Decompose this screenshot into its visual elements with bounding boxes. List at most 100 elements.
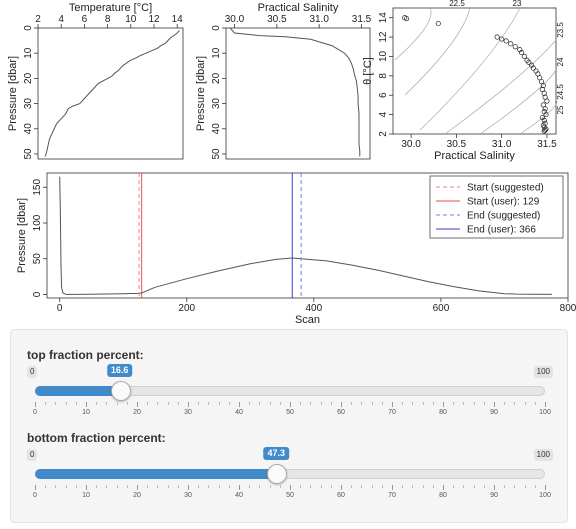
y-axis-label: Pressure [dbar] [16, 198, 28, 273]
slider-tick [463, 485, 465, 488]
scatter-point [541, 128, 547, 134]
slider-tick-label: 10 [82, 492, 90, 499]
y-tick-label: 50 [32, 253, 43, 265]
slider-tick [55, 402, 57, 405]
slider-tick [351, 402, 353, 405]
legend-box [429, 175, 564, 239]
slider-tick [473, 485, 475, 488]
y-axis-label: Pressure [dbar] [7, 56, 19, 131]
slider-tick [249, 485, 251, 488]
scatter-point [530, 65, 536, 71]
slider-tick [167, 402, 169, 405]
top-fraction-slider[interactable]: 0 100 16.6 0 10 20 30 40 50 60 70 80 90 100 [27, 364, 553, 426]
slider-tick [545, 485, 546, 490]
slider-tick [473, 402, 475, 405]
slider-handle[interactable] [267, 464, 288, 484]
slider-tick-label: 50 [286, 409, 294, 416]
chart-1: 30.0 30.5 31.0 31.5 0 10 20 30 40 50 Practical Sal… [195, 2, 372, 160]
x-tick-label: 600 [433, 303, 450, 314]
slider-tick [208, 485, 210, 488]
slider-tick [422, 485, 424, 488]
x-tick-label: 8 [105, 14, 111, 25]
chart-0: 2 4 6 8 10 12 14 0 10 20 30 40 50 Temperature [°C] Pre… [7, 2, 184, 160]
scatter-point [526, 59, 532, 65]
x-tick-label: 30.0 [225, 14, 245, 25]
plot-frame [46, 172, 569, 299]
scatter-point [508, 41, 514, 47]
x-tick-label: 0 [57, 303, 63, 314]
y-tick-label: 10 [211, 47, 222, 59]
top-fraction-label: top fraction percent: [27, 348, 144, 362]
slider-tick [310, 485, 312, 488]
slider-tick [147, 402, 149, 405]
density-isoline [419, 7, 521, 131]
x-tick-label: 6 [82, 14, 88, 25]
bottom-fraction-slider[interactable]: 0 100 47.3 0 10 20 30 40 50 60 70 80 90 100 [27, 447, 553, 509]
x-tick-label: 4 [58, 14, 64, 25]
slider-tick [116, 485, 118, 488]
y-tick-label: 100 [32, 214, 43, 231]
slider-tick [300, 485, 302, 488]
x-axis-label: Practical Salinity [434, 150, 515, 162]
slider-tick [290, 402, 291, 407]
slider-tick-label: 100 [539, 492, 551, 499]
slider-tick [412, 485, 414, 488]
slider-tick [75, 485, 77, 488]
y-tick-label: 30 [211, 98, 222, 110]
scatter-point [541, 90, 547, 96]
scatter-point [519, 50, 525, 56]
scatter-point [542, 127, 548, 133]
scatter-point [512, 44, 518, 50]
slider-tick [218, 402, 220, 405]
scatter-point [521, 53, 527, 60]
slider-tick [494, 402, 495, 407]
x-tick-label: 31.0 [309, 14, 329, 25]
slider-tick [198, 485, 200, 488]
y-axis-label: θ [°C] [362, 57, 374, 85]
slider-grid: 0 10 20 30 40 50 60 70 80 90 100 [33, 402, 551, 424]
density-isoline [519, 99, 558, 135]
slider-tick [177, 485, 179, 488]
slider-tick [259, 402, 261, 405]
slider-tick [157, 402, 159, 405]
slider-tick [239, 402, 240, 407]
legend-label: Start (user): 129 [467, 197, 540, 208]
scatter-point [494, 34, 500, 40]
slider-handle[interactable] [110, 381, 131, 401]
slider-tick [239, 485, 240, 490]
plot-frame [392, 7, 557, 135]
slider-tick-label: 0 [33, 409, 37, 416]
x-tick-label: 14 [172, 14, 184, 25]
slider-tick [147, 485, 149, 488]
slider-tick-label: 0 [33, 492, 37, 499]
slider-grid: 0 10 20 30 40 50 60 70 80 90 100 [33, 485, 551, 507]
slider-tick [432, 402, 434, 405]
y-tick-label: 4 [378, 111, 389, 117]
slider-tick [86, 402, 87, 407]
series-line [229, 27, 361, 157]
series-line [59, 176, 553, 295]
x-axis-label: Scan [295, 314, 320, 326]
slider-tick [443, 402, 444, 407]
slider-tick [65, 402, 67, 405]
slider-tick-label: 80 [439, 409, 447, 416]
y-tick-label: 0 [23, 25, 34, 31]
slider-tick [371, 485, 373, 488]
slider-tick-label: 70 [388, 409, 396, 416]
x-tick-label: 12 [148, 14, 160, 25]
x-tick-label: 31.5 [352, 14, 372, 25]
slider-tick [45, 402, 47, 405]
density-label: 24 [556, 57, 565, 66]
slider-min-label: 0 [27, 366, 38, 378]
legend-label: Start (suggested) [467, 183, 544, 194]
x-tick-label: 800 [560, 303, 576, 314]
slider-tick [188, 402, 189, 407]
plot-frame [225, 27, 371, 160]
y-axis-label: Pressure [dbar] [195, 56, 207, 131]
slider-value-bubble: 16.6 [106, 364, 133, 377]
scatter-point [404, 16, 410, 22]
slider-tick [86, 485, 87, 490]
slider-tick [300, 402, 302, 405]
